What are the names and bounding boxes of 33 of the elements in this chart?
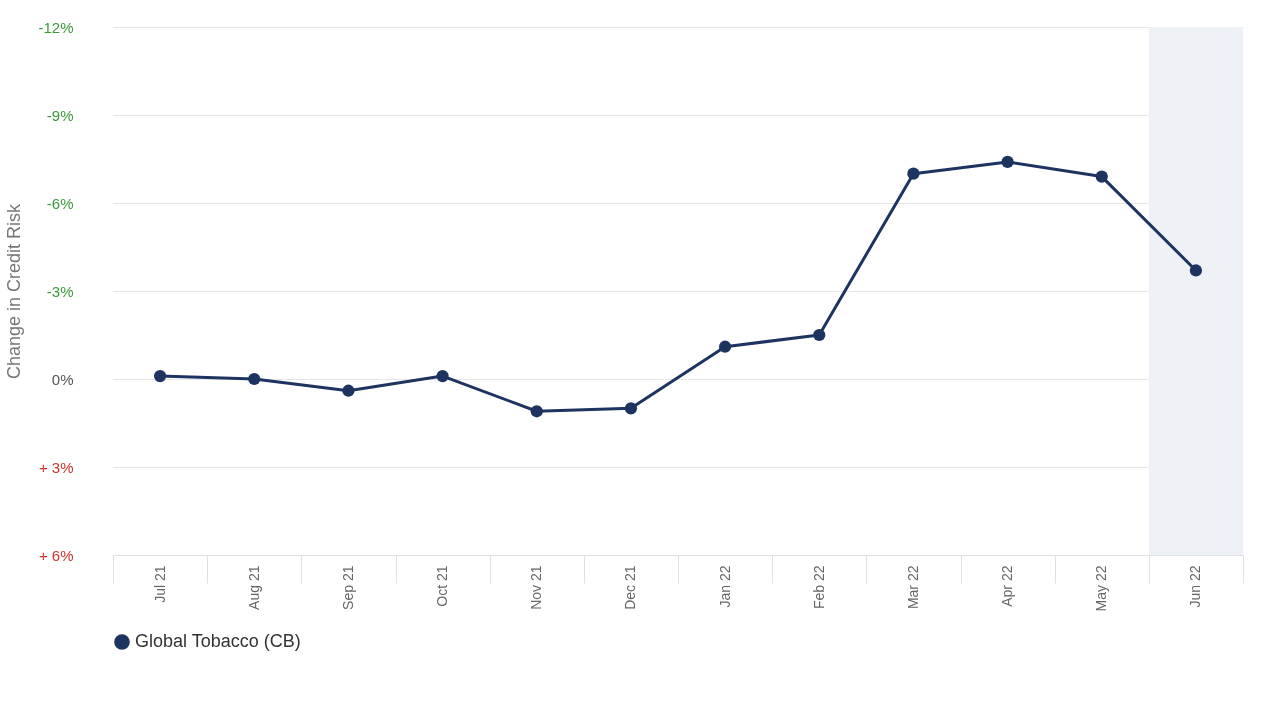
legend-label: Global Tobacco (CB) — [135, 631, 301, 651]
y-tick-label: + 6% — [38, 546, 74, 564]
x-tick-label: Dec 21 — [622, 565, 639, 610]
point — [1189, 264, 1203, 277]
point — [1095, 170, 1108, 183]
point — [907, 167, 920, 180]
y-tick-label: -6% — [46, 194, 74, 212]
x-tick-label: Feb 22 — [810, 565, 827, 610]
y-axis-title: Change in Credit Risk — [4, 202, 25, 380]
x-tick-label: May 22 — [1093, 565, 1110, 612]
point — [153, 369, 167, 383]
x-tick-label: Apr 22 — [999, 565, 1016, 607]
point — [436, 369, 449, 383]
x-tick-label: Jun 22 — [1187, 565, 1204, 608]
x-tick-label: Mar 22 — [904, 565, 921, 610]
y-tick-label: -12% — [38, 18, 74, 36]
x-tick-label: Jul 21 — [151, 565, 168, 603]
x-tick-label: Jan 22 — [716, 565, 733, 608]
point — [813, 328, 826, 342]
y-tick-label: 0% — [51, 370, 74, 388]
y-tick-label: + 3% — [38, 458, 74, 476]
point — [718, 340, 732, 353]
y-tick-label: -3% — [46, 282, 74, 300]
point — [248, 372, 261, 386]
point — [624, 402, 638, 415]
y-tick-label: -9% — [46, 106, 74, 124]
x-tick-label: Aug 21 — [245, 565, 262, 610]
x-tick-label: Oct 21 — [434, 565, 451, 607]
point — [530, 405, 543, 418]
point — [1001, 155, 1014, 169]
x-tick-label: Nov 21 — [528, 565, 545, 610]
x-tick-label: Sep 21 — [339, 565, 356, 610]
point — [342, 384, 355, 397]
